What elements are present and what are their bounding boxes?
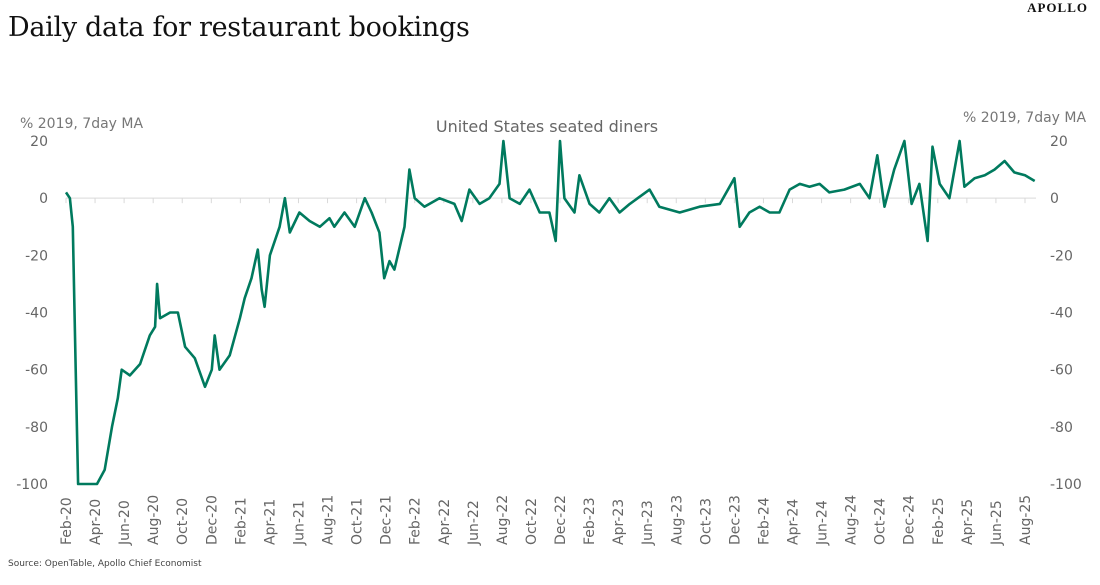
x-tick-label: Apr-23 xyxy=(611,499,627,545)
y-tick-left: 20 xyxy=(30,134,48,150)
x-tick-label: Feb-23 xyxy=(582,497,598,545)
y-tick-left: -20 xyxy=(25,248,48,264)
x-tick-label: Apr-20 xyxy=(88,499,104,545)
x-tick-label: Dec-20 xyxy=(204,495,220,545)
x-tick-label: Jun-24 xyxy=(815,500,831,546)
x-tick-label: Oct-23 xyxy=(698,498,714,545)
x-tick-label: Jun-20 xyxy=(117,500,133,546)
y-tick-right: 0 xyxy=(1050,191,1059,207)
chart-title: United States seated diners xyxy=(436,117,658,136)
y-tick-right: -20 xyxy=(1050,248,1073,264)
y-tick-right: -100 xyxy=(1050,477,1082,493)
x-tick-label: Dec-23 xyxy=(727,495,743,545)
right-axis-label: % 2019, 7day MA xyxy=(963,110,1086,126)
x-tick-label: Oct-22 xyxy=(524,498,540,545)
x-tick-label: Apr-25 xyxy=(960,499,976,545)
series-line xyxy=(64,139,1036,486)
x-tick-label: Jun-23 xyxy=(640,500,656,546)
x-tick-label: Feb-25 xyxy=(931,497,947,545)
y-tick-left: -100 xyxy=(16,477,48,493)
y-tick-right: -40 xyxy=(1050,306,1073,322)
x-tick-label: Oct-20 xyxy=(175,498,191,545)
x-tick-label: Aug-24 xyxy=(844,495,860,545)
apollo-logo: APOLLO xyxy=(1027,0,1088,15)
x-tick-label: Aug-20 xyxy=(146,495,162,545)
x-tick-label: Aug-25 xyxy=(1018,495,1034,545)
y-tick-right: -80 xyxy=(1050,420,1073,436)
y-tick-left: 0 xyxy=(39,191,48,207)
x-tick-label: Apr-24 xyxy=(786,499,802,545)
y-tick-right: 20 xyxy=(1050,134,1068,150)
x-tick-label: Dec-21 xyxy=(379,495,395,545)
x-tick-label: Apr-21 xyxy=(262,499,278,545)
y-tick-left: -60 xyxy=(25,363,48,379)
left-axis-label: % 2019, 7day MA xyxy=(20,116,143,132)
source-note: Source: OpenTable, Apollo Chief Economis… xyxy=(8,559,202,569)
x-tick-label: Oct-24 xyxy=(873,498,889,545)
x-tick-label: Jun-22 xyxy=(466,500,482,546)
x-tick-label: Jun-21 xyxy=(291,500,307,546)
x-tick-label: Apr-22 xyxy=(437,499,453,545)
y-tick-right: -60 xyxy=(1050,363,1073,379)
x-tick-label: Aug-21 xyxy=(321,495,337,545)
x-tick-label: Jun-25 xyxy=(989,500,1005,546)
y-tick-left: -40 xyxy=(25,306,48,322)
x-tick-label: Aug-22 xyxy=(495,495,511,545)
x-tick-label: Feb-21 xyxy=(233,497,249,545)
x-tick-label: Oct-21 xyxy=(350,498,366,545)
page-title: Daily data for restaurant bookings xyxy=(8,12,470,43)
x-tick-label: Dec-24 xyxy=(902,495,918,545)
y-tick-left: -80 xyxy=(25,420,48,436)
x-tick-label: Feb-20 xyxy=(59,497,75,545)
x-tick-label: Feb-22 xyxy=(408,497,424,545)
x-tick-label: Dec-22 xyxy=(553,495,569,545)
x-tick-label: Aug-23 xyxy=(669,495,685,545)
x-tick-label: Feb-24 xyxy=(756,497,772,545)
